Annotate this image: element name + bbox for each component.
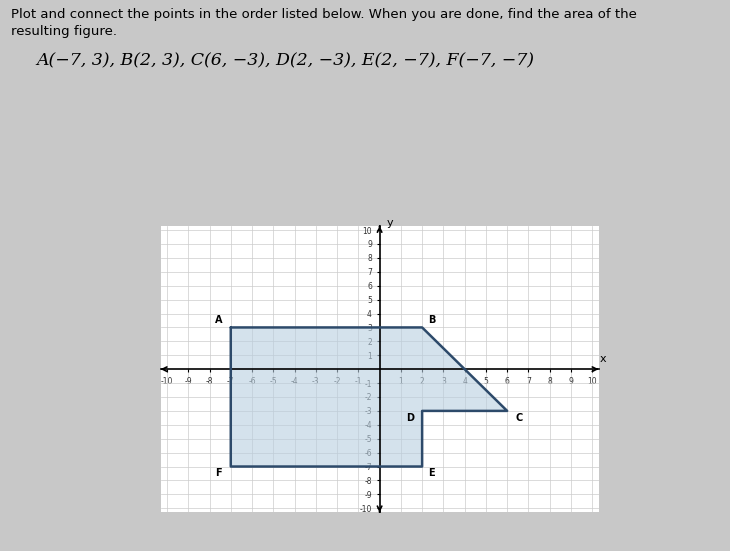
Text: C: C	[515, 413, 523, 423]
Text: D: D	[407, 413, 415, 423]
Polygon shape	[231, 327, 507, 467]
Text: A(−7, 3), B(2, 3), C(6, −3), D(2, −3), E(2, −7), F(−7, −7): A(−7, 3), B(2, 3), C(6, −3), D(2, −3), E…	[36, 52, 534, 69]
Text: B: B	[428, 316, 435, 326]
Text: x: x	[599, 354, 606, 364]
Text: resulting figure.: resulting figure.	[11, 25, 117, 38]
Text: E: E	[429, 468, 435, 478]
Text: y: y	[387, 218, 393, 228]
Text: Plot and connect the points in the order listed below. When you are done, find t: Plot and connect the points in the order…	[11, 8, 637, 21]
Text: F: F	[215, 468, 221, 478]
Text: A: A	[215, 316, 223, 326]
